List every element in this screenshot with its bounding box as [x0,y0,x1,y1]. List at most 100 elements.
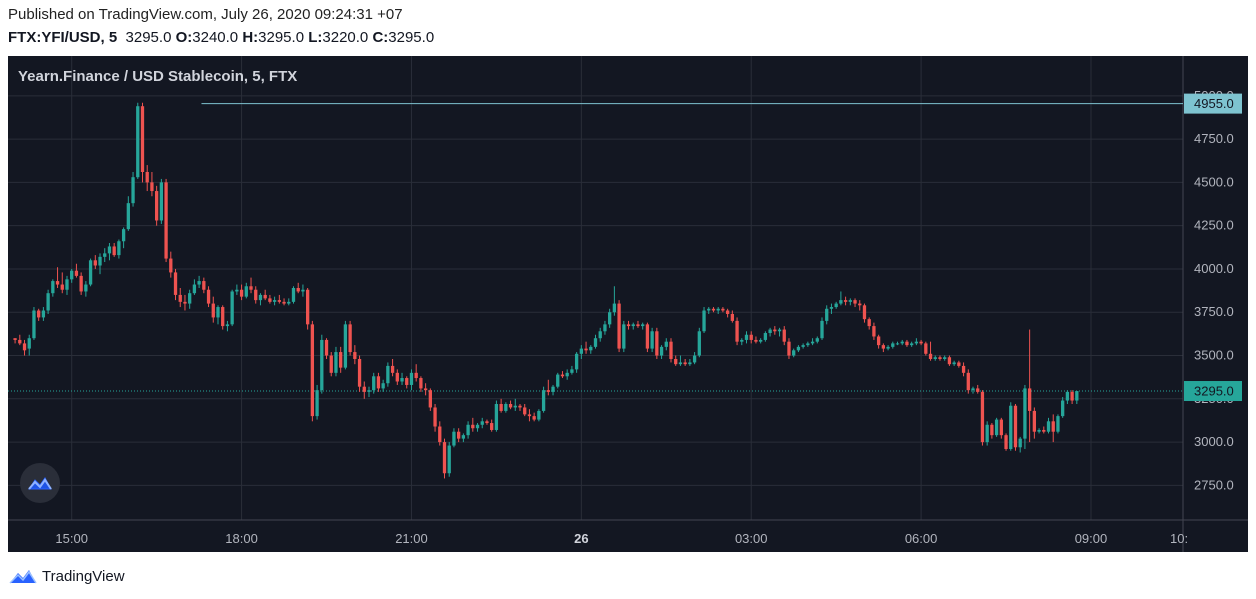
candle-up [716,308,720,311]
low-label: L: [308,29,323,46]
open-value: 3240.0 [192,29,239,46]
time-tick-label: 15:00 [55,531,88,546]
candle-down [154,191,159,221]
tradingview-logo-button[interactable] [20,463,60,503]
candle-down [442,442,447,474]
candle-up [334,352,338,373]
candle-up [692,355,697,363]
open-label: O: [175,29,193,46]
time-tick-label: 03:00 [735,531,768,546]
candle-up [622,324,626,349]
candle-up [480,421,484,425]
price-tick-label: 3750.0 [1194,304,1234,319]
candle-up [1018,438,1022,448]
price-tick-label: 4250.0 [1194,218,1234,233]
candle-up [933,357,937,359]
candle-up [494,404,499,430]
candle-up [1075,391,1079,401]
candle-down [305,289,310,325]
candle-up [910,343,914,346]
candle-up [801,345,805,347]
candle-down [966,372,970,391]
candle-up [702,310,706,332]
candle-up [32,310,36,339]
candle-down [457,431,461,439]
candle-down [211,303,215,318]
candle-down [93,260,97,266]
candle-down [74,270,79,276]
time-tick-label: 06:00 [905,531,938,546]
candle-up [475,424,480,429]
footer: TradingView [8,566,125,586]
chart-frame[interactable]: 2750.03000.03250.03500.03750.04000.04250… [8,56,1248,552]
price-tick-label: 4500.0 [1194,174,1234,189]
candle-down [754,339,758,342]
candle-up [381,383,385,389]
candle-down [532,416,536,420]
candle-down [938,357,942,359]
candle-down [721,308,725,311]
candle-down [1032,410,1037,432]
candle-up [84,284,88,292]
candle-down [636,324,640,327]
candlestick-chart[interactable]: 2750.03000.03250.03500.03750.04000.04250… [8,56,1248,552]
candle-down [178,294,182,302]
candle-down [782,329,786,342]
candle-down [55,281,60,285]
candle-up [1065,391,1070,401]
footer-brand: TradingView [42,567,125,585]
candle-up [952,362,956,365]
candle-down [353,352,357,359]
candle-down [867,319,871,327]
candle-down [1027,388,1032,411]
last-price-tag [1184,381,1242,402]
candle-down [22,343,27,351]
candle-down [999,419,1003,436]
candle-down [711,308,716,311]
candle-down [735,320,739,342]
low-value: 3220.0 [322,29,369,46]
candle-up [900,341,904,344]
candle-up [372,376,376,391]
candle-up [287,301,291,304]
candle-up [244,286,248,297]
candle-up [570,369,574,373]
candle-up [971,388,975,391]
candle-up [291,288,296,302]
candle-up [829,307,834,309]
candle-up [1061,400,1065,417]
candle-down [164,182,168,259]
time-tick-label: 10: [1170,531,1188,546]
candle-up [664,341,668,347]
candle-up [504,404,508,411]
candle-down [924,343,928,354]
price-tick-label: 4750.0 [1194,131,1234,146]
candle-up [839,300,843,304]
candle-up [258,294,263,301]
candle-down [150,182,154,192]
candle-up [697,331,701,356]
candle-up [565,372,569,377]
candle-up [1009,405,1013,450]
candle-up [447,445,451,474]
candle-down [433,407,437,427]
candle-down [206,289,211,304]
price-tick-label: 3000.0 [1194,434,1234,449]
candle-down [423,388,428,391]
candle-down [310,324,315,417]
candle-down [843,300,848,302]
candle-down [626,324,631,327]
candle-up [1056,416,1060,432]
candle-up [386,365,390,384]
candle-up [895,343,900,345]
price-tick-label: 3500.0 [1194,348,1234,363]
candle-up [513,405,517,408]
candle-down [584,348,588,351]
candle-up [541,390,546,411]
candle-down [881,345,886,349]
candle-down [669,341,673,359]
candle-up [848,300,852,302]
candle-up [136,106,140,178]
candle-up [659,346,664,356]
candle-up [41,310,46,318]
